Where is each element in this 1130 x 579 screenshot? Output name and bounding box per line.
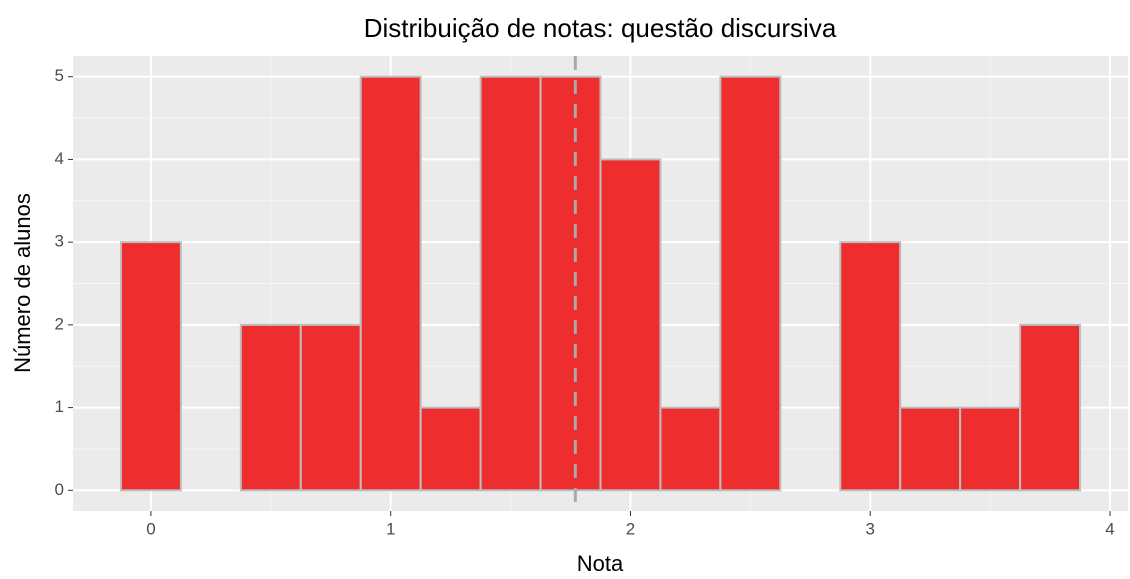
x-tick-label: 1 [386, 519, 395, 538]
bar [959, 406, 1022, 492]
x-tick-label: 0 [146, 519, 155, 538]
y-tick-label: 4 [55, 149, 64, 168]
bar [299, 323, 362, 492]
x-axis-label: Nota [577, 551, 624, 576]
y-tick-label: 0 [55, 480, 64, 499]
bar [119, 241, 182, 492]
y-tick-label: 1 [55, 397, 64, 416]
bar [899, 406, 962, 492]
x-tick-label: 4 [1105, 519, 1114, 538]
x-tick-label: 2 [626, 519, 635, 538]
x-tick-label: 3 [866, 519, 875, 538]
bar [539, 75, 602, 492]
chart-title: Distribuição de notas: questão discursiv… [364, 13, 837, 43]
y-tick-label: 2 [55, 314, 64, 333]
y-tick-label: 5 [55, 66, 64, 85]
bar [719, 75, 782, 492]
bar [239, 323, 302, 492]
bar [599, 158, 662, 492]
bar [359, 75, 422, 492]
bar [1019, 323, 1082, 492]
bar [659, 406, 722, 492]
y-axis-label: Número de alunos [10, 193, 35, 373]
bar [479, 75, 542, 492]
y-tick-label: 3 [55, 232, 64, 251]
bar [839, 241, 902, 492]
bar [419, 406, 482, 492]
